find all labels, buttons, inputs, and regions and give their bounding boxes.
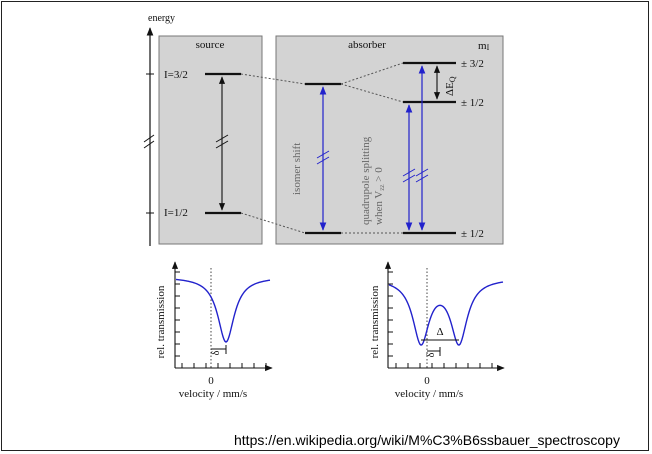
source-label: source (196, 39, 225, 51)
right-y-label: rel. transmission (369, 285, 381, 358)
left-x-label: velocity / mm/s (179, 388, 247, 400)
mi-level-1-2-lower: ± 1/2 (461, 228, 484, 240)
isomer-shift-label: isomer shift (291, 143, 303, 195)
right-x-label: velocity / mm/s (395, 388, 463, 400)
energy-axis-label: energy (148, 13, 175, 24)
right-absorption-curve (388, 281, 504, 346)
left-y-label: rel. transmission (155, 285, 167, 358)
delta-eq-label: ΔEQ (444, 76, 457, 96)
left-y-ticks (175, 271, 180, 357)
mi-level-1-2-upper: ± 1/2 (461, 97, 484, 109)
spectrum-right: Δ δ rel. transmission 0 velocity / mm/s (369, 261, 505, 400)
energy-diagram: energy source I=3/2 I=1/2 absorber (143, 13, 504, 246)
left-shift-label: δ (211, 350, 222, 355)
isomer-arrow-break (316, 150, 330, 165)
right-zero-tick: 0 (424, 375, 430, 387)
source-level-upper-label: I=3/2 (164, 69, 188, 81)
right-x-ticks (395, 363, 493, 368)
source-level-lower-label: I=1/2 (164, 207, 188, 219)
source-arrow-break (215, 134, 229, 149)
left-absorption-curve (175, 278, 271, 343)
dotted-connectors (240, 62, 404, 234)
quadrupole-label-line2: when Vzz > 0 (373, 167, 386, 225)
spectrum-left: δ rel. transmission 0 velocity / mm/s (155, 261, 273, 400)
right-shift-label: δ (426, 352, 437, 357)
source-url: https://en.wikipedia.org/wiki/M%C3%B6ssb… (234, 432, 620, 448)
right-delta-label: Δ (436, 326, 443, 338)
right-y-ticks (388, 271, 393, 357)
left-x-ticks (181, 363, 267, 368)
quadrupole-arrow-breaks (402, 168, 429, 183)
energy-axis-break (143, 134, 155, 149)
absorber-label: absorber (348, 39, 386, 51)
mi-label: mI (478, 40, 490, 52)
mi-level-3-2: ± 3/2 (461, 58, 484, 70)
absorber-panel (275, 35, 504, 245)
left-zero-tick: 0 (208, 375, 214, 387)
quadrupole-label-line1: quadrupole splitting (360, 136, 372, 225)
source-panel (158, 35, 263, 245)
